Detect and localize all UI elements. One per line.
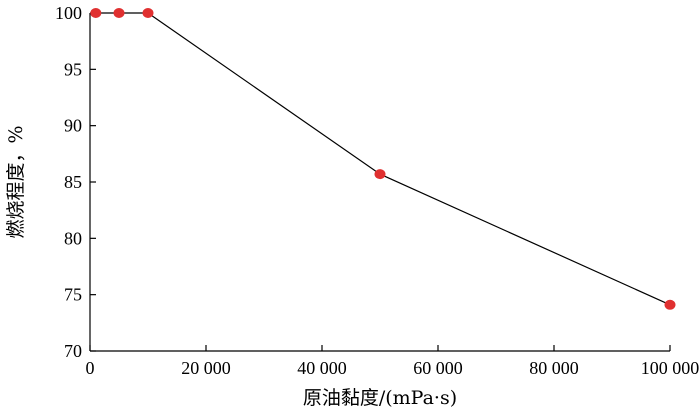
data-point [90,8,102,18]
x-ticks: 0 20 000 40 000 60 000 80 000 100 000 [86,345,700,378]
data-series [90,8,676,310]
y-tick-label: 95 [64,59,82,79]
x-tick-label: 0 [86,358,95,378]
y-tick-label: 85 [64,172,82,192]
data-point [142,8,154,18]
y-tick-label: 80 [64,228,82,248]
data-point [664,299,676,310]
x-tick-label: 100 000 [641,358,700,378]
x-tick-label: 20 000 [181,358,231,378]
data-point [374,169,386,180]
x-tick-label: 60 000 [413,358,463,378]
x-tick-label: 40 000 [297,358,347,378]
y-tick-label: 70 [64,341,82,361]
y-tick-label: 90 [64,116,82,136]
y-ticks: 70 75 80 85 90 95 100 [55,3,96,361]
y-axis-title: 燃烧程度，% [5,125,27,238]
x-tick-label: 80 000 [529,358,579,378]
y-tick-label: 100 [55,3,82,23]
y-tick-label: 75 [64,285,82,305]
data-point [113,8,125,18]
x-axis-title: 原油黏度/(mPa·s) [303,387,457,409]
series-line [95,12,671,306]
